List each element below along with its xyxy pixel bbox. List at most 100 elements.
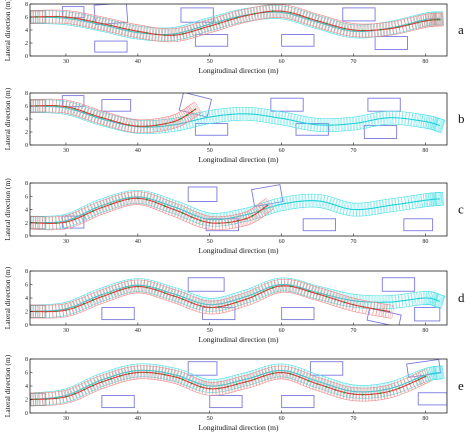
path-point: [325, 386, 328, 388]
path-point: [343, 391, 346, 394]
y-tick-label: 6: [25, 194, 28, 200]
y-tick-label: 8: [25, 2, 28, 8]
path-point: [65, 16, 67, 18]
path-point: [181, 378, 184, 381]
y-tick-label: 6: [25, 283, 28, 289]
series-red: [30, 4, 444, 43]
x-tick-label: 40: [135, 416, 141, 422]
path-point: [262, 207, 265, 210]
x-tick-label: 70: [351, 328, 357, 334]
path-point: [218, 222, 220, 225]
path-point: [181, 32, 184, 35]
path-point: [298, 376, 301, 378]
obstacle-rect: [367, 97, 401, 112]
path-point: [244, 298, 247, 301]
path-point: [253, 294, 256, 297]
path-point: [65, 221, 67, 223]
path-point: [334, 389, 337, 391]
x-tick-label: 30: [63, 59, 69, 65]
path-point: [145, 286, 148, 289]
path-point: [280, 371, 283, 374]
path-point: [370, 393, 373, 396]
obstacle-rect: [187, 277, 225, 292]
trajectory-line: [30, 283, 440, 313]
path-point: [418, 378, 420, 381]
path-point: [208, 25, 211, 27]
y-tick-label: 4: [25, 296, 28, 302]
y-tick-label: 0: [25, 411, 28, 417]
path-point: [136, 125, 139, 128]
path-point: [244, 217, 247, 220]
path-point: [172, 375, 175, 378]
path-point: [100, 206, 103, 209]
path-point: [208, 221, 211, 224]
path-point: [154, 201, 157, 204]
panel-label: d: [458, 290, 465, 305]
path-point: [361, 29, 364, 32]
path-point: [65, 395, 67, 398]
y-tick-label: 0: [25, 143, 28, 149]
obstacle-rect: [101, 395, 135, 409]
x-tick-label: 30: [63, 416, 69, 422]
obstacle-rect: [302, 218, 337, 232]
path-point: [92, 20, 94, 23]
path-point: [352, 393, 355, 395]
obstacle-rect: [414, 307, 441, 322]
obstacle-rect: [194, 123, 229, 136]
path-point: [145, 371, 148, 374]
path-point: [109, 24, 112, 27]
plot-area: [30, 93, 446, 139]
y-tick-label: 0: [25, 323, 28, 329]
panel-label: e: [458, 378, 464, 393]
obstacle-rect: [101, 307, 135, 321]
path-point: [55, 15, 58, 18]
path-point: [257, 211, 260, 213]
path-point: [429, 19, 432, 21]
x-tick-label: 60: [279, 59, 285, 65]
panel-label: a: [458, 22, 464, 37]
path-point: [388, 390, 391, 393]
path-point: [154, 372, 157, 375]
plot-area: [30, 277, 446, 325]
path-point: [407, 23, 410, 26]
x-tick-label: 30: [63, 239, 69, 245]
path-point: [109, 292, 112, 295]
plot-area: [30, 4, 444, 53]
path-point: [217, 387, 220, 390]
path-point: [316, 293, 319, 295]
x-axis-label: Longitudinal direction (m): [199, 66, 279, 75]
path-point: [172, 295, 175, 297]
path-point: [251, 214, 254, 217]
path-point: [208, 306, 211, 309]
path-point: [343, 301, 346, 304]
path-point: [35, 104, 38, 107]
path-point: [208, 387, 211, 390]
path-point: [424, 20, 427, 22]
series-red: [30, 278, 395, 319]
path-point: [35, 398, 38, 401]
path-point: [163, 373, 166, 376]
series-red: [30, 98, 203, 134]
path-point: [83, 214, 85, 217]
y-tick-label: 2: [25, 41, 28, 47]
obstacle-rect: [281, 34, 315, 47]
x-tick-label: 70: [351, 239, 357, 245]
path-point: [127, 28, 130, 31]
panel-label: b: [458, 111, 465, 126]
path-point: [307, 17, 310, 20]
obstacle-rect: [381, 277, 416, 292]
path-point: [408, 382, 411, 385]
path-point: [352, 29, 355, 31]
y-tick-label: 2: [25, 310, 28, 316]
x-tick-label: 50: [207, 416, 213, 422]
path-point: [433, 18, 436, 21]
path-point: [398, 26, 400, 28]
series-red: [30, 365, 432, 407]
path-point: [436, 18, 439, 21]
path-point: [217, 22, 220, 25]
y-tick-label: 4: [25, 28, 28, 34]
path-point: [127, 198, 130, 200]
path-point: [145, 31, 148, 34]
panel-b: 30 40 50 60 70 80 0 2 4 6 8 Longitudinal direction …: [3, 87, 465, 164]
